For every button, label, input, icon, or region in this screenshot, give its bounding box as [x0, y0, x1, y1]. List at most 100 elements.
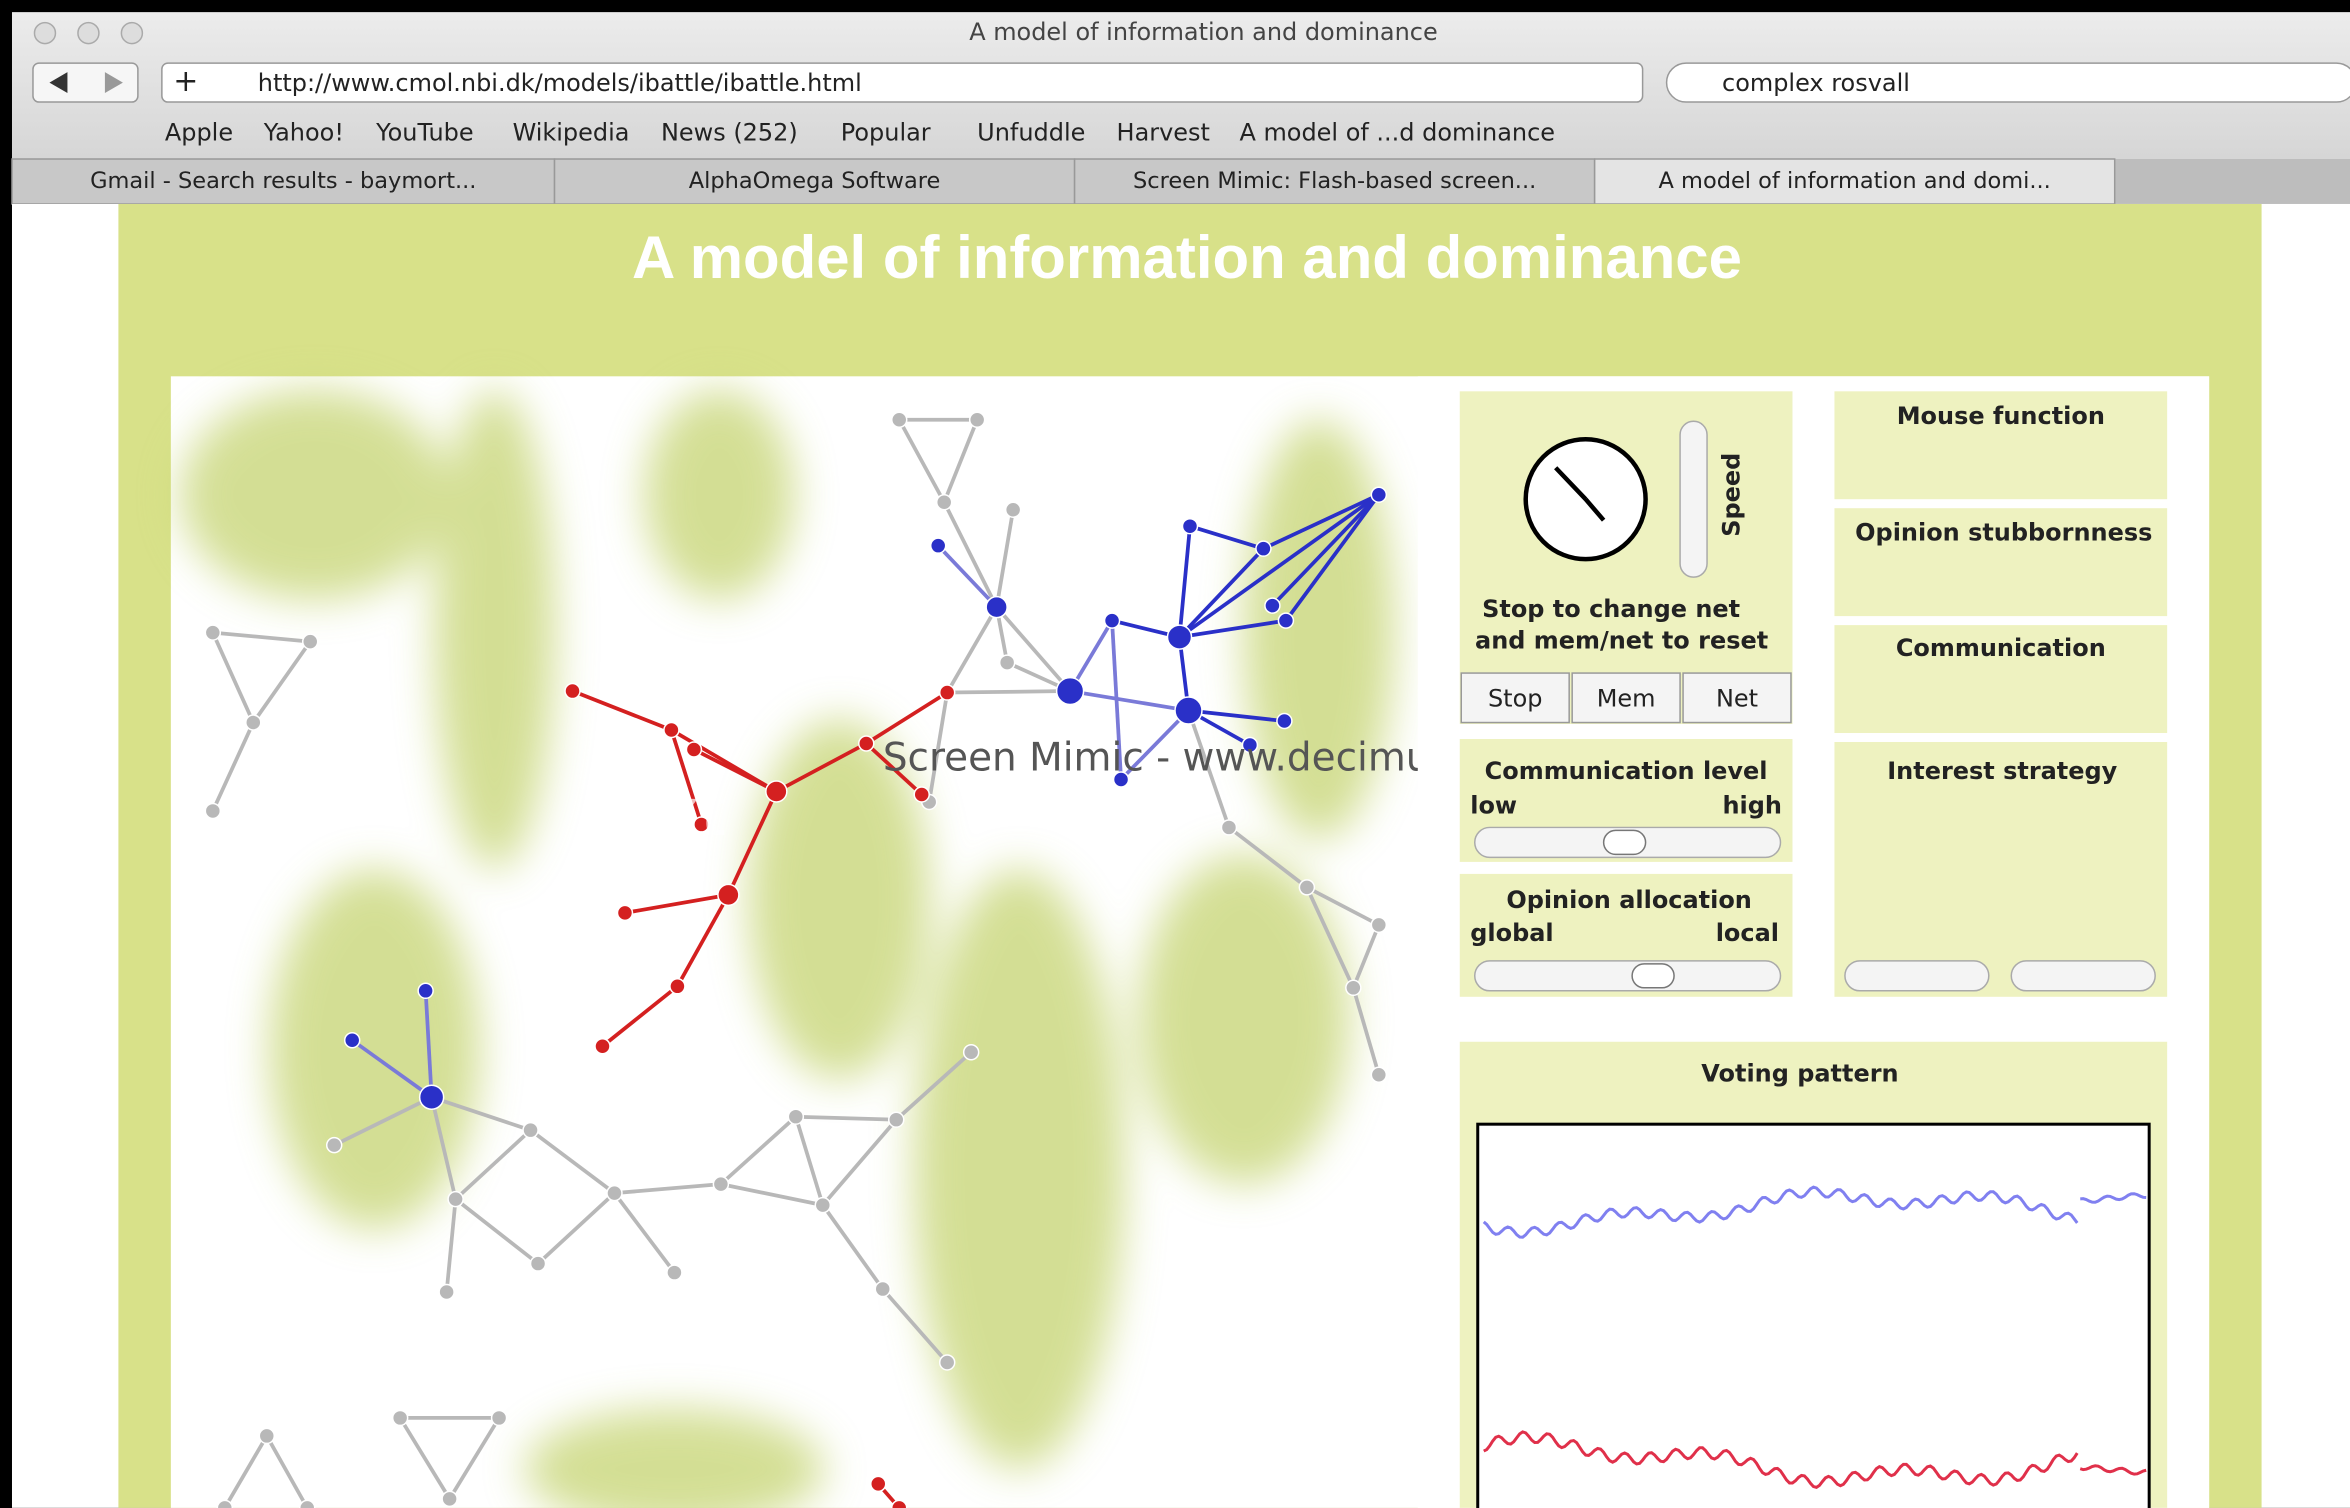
screenshot: A model of information and dominance + h… — [0, 0, 2350, 1508]
window-button[interactable] — [78, 23, 99, 44]
node[interactable] — [1371, 487, 1386, 502]
tab-bar: Gmail - Search results - baymort...Alpha… — [12, 159, 2350, 204]
node[interactable] — [327, 1138, 342, 1153]
node[interactable] — [718, 884, 739, 905]
node[interactable] — [875, 1282, 890, 1297]
node[interactable] — [986, 597, 1007, 618]
node[interactable] — [1346, 980, 1361, 995]
node[interactable] — [1175, 697, 1202, 724]
node[interactable] — [964, 1045, 979, 1060]
bookmark[interactable]: YouTube — [375, 119, 473, 147]
node[interactable] — [1299, 880, 1314, 895]
page-title: A model of information and dominance — [632, 224, 1742, 291]
node[interactable] — [420, 1085, 444, 1109]
node[interactable] — [246, 715, 261, 730]
node[interactable] — [205, 625, 220, 640]
node[interactable] — [345, 1033, 360, 1048]
node[interactable] — [393, 1410, 408, 1425]
node[interactable] — [300, 1500, 315, 1508]
panel-label: Opinion stubbornness — [1855, 519, 2152, 547]
node[interactable] — [815, 1198, 830, 1213]
node[interactable] — [492, 1410, 507, 1425]
node[interactable] — [940, 1355, 955, 1370]
slider-min: low — [1470, 791, 1517, 819]
node[interactable] — [1182, 519, 1197, 534]
node[interactable] — [1371, 917, 1386, 932]
node[interactable] — [937, 495, 952, 510]
node[interactable] — [1265, 598, 1280, 613]
allocation-slider[interactable] — [1475, 961, 1781, 991]
node[interactable] — [523, 1123, 538, 1138]
node[interactable] — [940, 685, 955, 700]
page: {"browser":{"window_title":"A model of i… — [0, 0, 2350, 1508]
bookmark[interactable]: News (252) — [661, 119, 798, 147]
node[interactable] — [788, 1109, 803, 1124]
node[interactable] — [1277, 714, 1292, 729]
edge — [947, 691, 1070, 692]
bookmark[interactable]: Popular — [841, 119, 931, 147]
node[interactable] — [1000, 655, 1015, 670]
bookmark[interactable]: Wikipedia — [513, 119, 630, 147]
panel-label: Interest strategy — [1887, 757, 2117, 785]
instruction: Stop to change net — [1482, 595, 1740, 623]
node[interactable] — [713, 1177, 728, 1192]
slider-thumb[interactable] — [1604, 830, 1646, 854]
node[interactable] — [617, 905, 632, 920]
bookmark[interactable]: Harvest — [1117, 119, 1210, 147]
node[interactable] — [607, 1186, 622, 1201]
node[interactable] — [1168, 625, 1192, 649]
window-button[interactable] — [34, 23, 55, 44]
node[interactable] — [892, 412, 907, 427]
strategy-slider[interactable] — [2011, 961, 2155, 991]
node[interactable] — [889, 1112, 904, 1127]
instruction: and mem/net to reset — [1475, 627, 1768, 655]
node[interactable] — [1221, 820, 1236, 835]
node[interactable] — [565, 684, 580, 699]
node[interactable] — [205, 803, 220, 818]
panel-label: Mouse function — [1897, 402, 2105, 430]
node[interactable] — [970, 412, 985, 427]
bookmark[interactable]: Unfuddle — [977, 119, 1085, 147]
node[interactable] — [259, 1428, 274, 1443]
voting-title: Voting pattern — [1701, 1060, 1898, 1088]
slider-max: local — [1716, 919, 1779, 947]
speed-label: Speed — [1718, 453, 1746, 537]
node[interactable] — [1371, 1067, 1386, 1082]
bookmark[interactable]: A model of ...d dominance — [1239, 119, 1555, 147]
window-button[interactable] — [121, 23, 142, 44]
node[interactable] — [664, 723, 679, 738]
node[interactable] — [686, 742, 701, 757]
node[interactable] — [595, 1039, 610, 1054]
speed-slider[interactable] — [1680, 421, 1707, 577]
slider-label: Communication level — [1485, 757, 1768, 785]
node[interactable] — [1057, 678, 1084, 705]
strategy-slider[interactable] — [1845, 961, 1989, 991]
node[interactable] — [931, 538, 946, 553]
node[interactable] — [1006, 502, 1021, 517]
node[interactable] — [667, 1265, 682, 1280]
tab-title: AlphaOmega Software — [689, 168, 941, 194]
node[interactable] — [1105, 613, 1120, 628]
node[interactable] — [766, 781, 787, 802]
node[interactable] — [892, 1500, 907, 1508]
node[interactable] — [418, 983, 433, 998]
node[interactable] — [448, 1192, 463, 1207]
node[interactable] — [914, 787, 929, 802]
overlay-text: Text — [592, 774, 726, 851]
node[interactable] — [303, 634, 318, 649]
slider-label: Opinion allocation — [1506, 886, 1752, 914]
node[interactable] — [442, 1491, 457, 1506]
node[interactable] — [531, 1256, 546, 1271]
bookmark[interactable]: Yahoo! — [263, 119, 344, 147]
add-icon: + — [173, 64, 198, 99]
node[interactable] — [217, 1500, 232, 1508]
bookmark[interactable]: Apple — [165, 119, 233, 147]
node[interactable] — [439, 1285, 454, 1300]
node[interactable] — [859, 736, 874, 751]
tab-title: A model of information and domi... — [1659, 168, 2051, 194]
node[interactable] — [871, 1476, 886, 1491]
slider-thumb[interactable] — [1632, 964, 1674, 988]
node[interactable] — [1278, 613, 1293, 628]
node[interactable] — [1256, 541, 1271, 556]
node[interactable] — [670, 979, 685, 994]
